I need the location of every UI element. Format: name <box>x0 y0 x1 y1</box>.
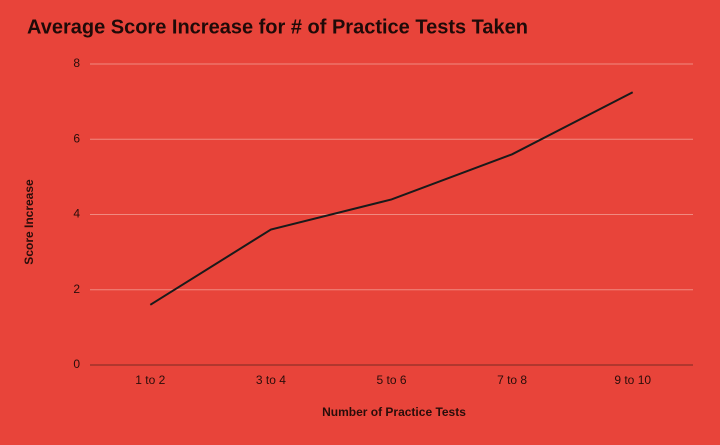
x-axis-title: Number of Practice Tests <box>322 405 466 419</box>
y-tick-label: 4 <box>73 207 80 221</box>
y-tick-label: 2 <box>73 282 80 296</box>
x-tick-label: 7 to 8 <box>497 373 527 387</box>
y-tick-label: 0 <box>73 357 80 371</box>
y-tick-label: 6 <box>73 131 80 145</box>
chart-title: Average Score Increase for # of Practice… <box>27 16 528 38</box>
x-tick-label: 9 to 10 <box>614 373 651 387</box>
y-tick-label: 8 <box>73 56 80 70</box>
x-tick-label: 1 to 2 <box>135 373 165 387</box>
data-line <box>149 91 634 306</box>
x-tick-label: 3 to 4 <box>256 373 286 387</box>
x-tick-label: 5 to 6 <box>376 373 406 387</box>
y-axis-title: Score Increase <box>22 179 36 265</box>
